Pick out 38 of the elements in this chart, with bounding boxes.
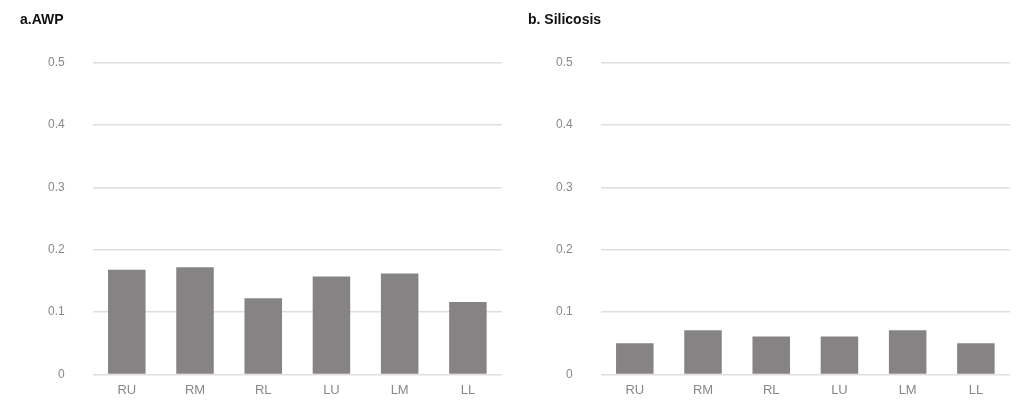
x-tick-label: RL: [762, 381, 780, 397]
x-tick-label: LL: [968, 381, 984, 397]
bar: [449, 302, 487, 374]
chart-title: b. Silicosis: [528, 11, 602, 28]
bar: [312, 276, 351, 374]
bar: [752, 336, 790, 374]
y-tick-label: 0.5: [555, 55, 573, 70]
y-tick-label: 0.1: [47, 304, 65, 319]
bar: [820, 336, 859, 374]
y-tick-label: 0.3: [555, 179, 573, 194]
y-tick-label: 0.4: [47, 117, 65, 132]
y-tick-label: 0.5: [47, 55, 65, 70]
x-tick-label: LU: [831, 381, 848, 397]
y-tick-label: 0.3: [47, 179, 65, 194]
bar: [244, 298, 282, 374]
y-tick-label: 0.1: [555, 304, 573, 319]
x-tick-label: LM: [898, 381, 917, 397]
y-tick-label: 0.4: [555, 117, 573, 132]
bar: [616, 343, 654, 374]
x-tick-label: RM: [692, 381, 714, 397]
bar: [108, 269, 146, 374]
x-tick-label: RL: [254, 381, 272, 397]
x-tick-label: LU: [323, 381, 340, 397]
x-tick-label: LM: [390, 381, 409, 397]
y-tick-label: 0: [57, 366, 65, 381]
bar: [684, 330, 722, 374]
x-tick-label: LL: [460, 381, 476, 397]
bar: [176, 267, 214, 374]
bar: [957, 343, 995, 374]
y-tick-label: 0.2: [555, 242, 573, 257]
bar: [888, 330, 927, 374]
x-tick-label: RU: [625, 381, 645, 397]
chart-title: a.AWP: [20, 11, 64, 28]
x-tick-label: RM: [184, 381, 206, 397]
y-tick-label: 0: [565, 366, 573, 381]
x-tick-label: RU: [117, 381, 137, 397]
bar: [380, 273, 419, 374]
y-tick-label: 0.2: [47, 242, 65, 257]
